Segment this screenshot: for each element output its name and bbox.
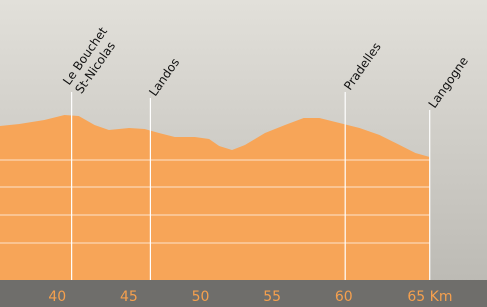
x-tick-label: 50 — [192, 289, 210, 305]
x-tick-label: 45 — [120, 289, 138, 305]
chart: 404550556065 KmLe BouchetSt-NicolasLando… — [0, 0, 487, 307]
x-tick-label: 60 — [335, 289, 353, 305]
x-tick-label: 40 — [48, 289, 66, 305]
x-tick-label: 55 — [263, 289, 281, 305]
x-tick-label: 65 Km — [407, 289, 452, 305]
